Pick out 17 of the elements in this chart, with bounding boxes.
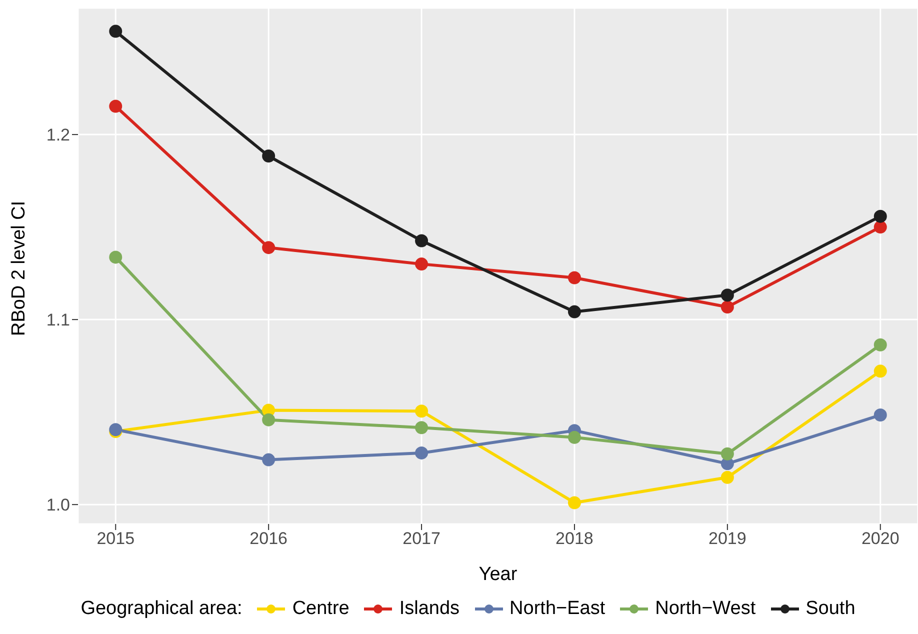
legend-label: North−West (655, 598, 756, 620)
legend-label: South (806, 598, 856, 620)
legend-label: North−East (510, 598, 606, 620)
y-axis-title: RBoD 2 level CI (8, 200, 30, 336)
y-tick-label: 1.1 (46, 310, 70, 330)
legend-label: Islands (399, 598, 460, 620)
x-tick-label: 2015 (96, 529, 135, 548)
legend-title: Geographical area: (80, 598, 242, 620)
x-axis-title: Year (478, 564, 518, 585)
x-tick-label: 2018 (556, 529, 594, 548)
y-tick-label: 1.0 (46, 496, 70, 515)
legend-label: Centre (292, 598, 350, 620)
x-tick-label: 2017 (402, 529, 440, 548)
y-tick-label: 1.2 (46, 126, 70, 145)
x-tick-label: 2020 (861, 529, 900, 548)
x-tick-label: 2016 (250, 529, 288, 548)
x-tick-label: 2019 (708, 529, 746, 548)
